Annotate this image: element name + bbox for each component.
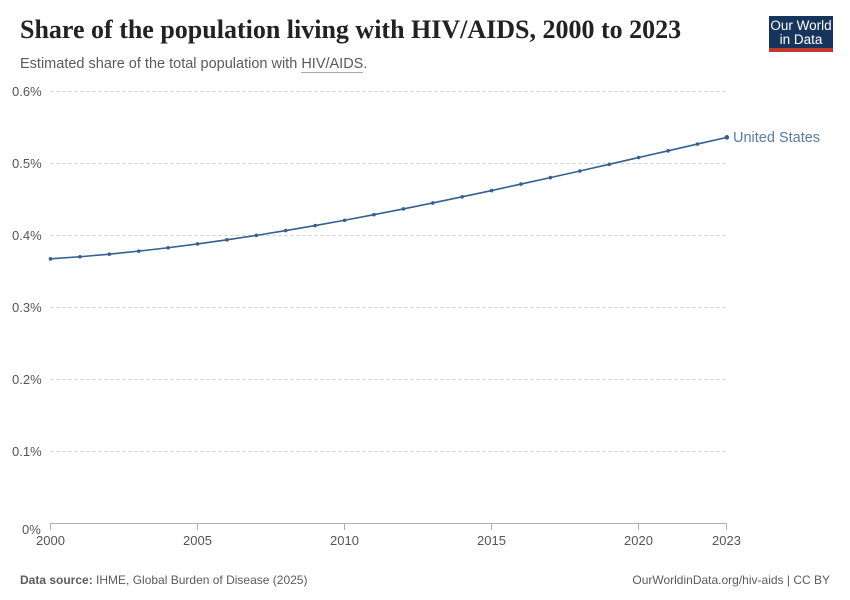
svg-text:0.4%: 0.4% [12,228,42,243]
svg-text:0.5%: 0.5% [12,156,42,171]
svg-text:0.2%: 0.2% [12,372,42,387]
svg-text:2015: 2015 [477,533,506,548]
svg-text:United States: United States [733,130,820,146]
svg-text:0.1%: 0.1% [12,444,42,459]
svg-text:2005: 2005 [183,533,212,548]
svg-text:0.3%: 0.3% [12,300,42,315]
svg-text:2010: 2010 [330,533,359,548]
svg-text:2023: 2023 [712,533,741,548]
svg-text:0.6%: 0.6% [12,84,42,99]
svg-text:2000: 2000 [36,533,65,548]
svg-text:2020: 2020 [624,533,653,548]
